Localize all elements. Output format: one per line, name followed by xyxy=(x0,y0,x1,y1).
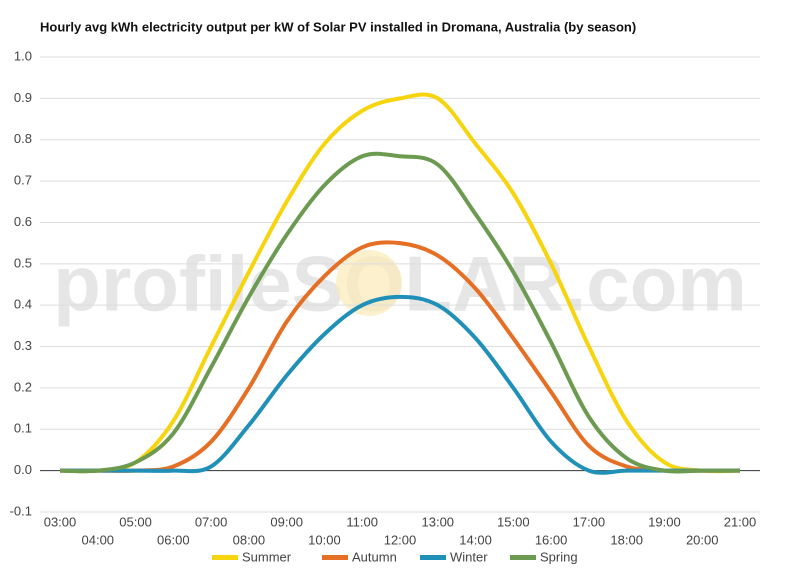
legend-swatch xyxy=(420,555,446,560)
series-line xyxy=(59,294,740,475)
legend-label: Summer xyxy=(242,549,292,564)
legend-swatch xyxy=(510,555,536,560)
x-tick-label: 06:00 xyxy=(157,532,190,547)
series-line xyxy=(59,240,740,473)
legend-swatch xyxy=(212,555,238,560)
x-tick-label: 04:00 xyxy=(82,532,115,547)
y-tick-label: 0.0 xyxy=(14,462,32,477)
y-tick-label: 0.4 xyxy=(14,297,32,312)
legend-swatch xyxy=(322,555,348,560)
y-tick-label: -0.1 xyxy=(10,503,32,518)
x-tick-label: 21:00 xyxy=(724,514,757,529)
y-tick-label: 0.1 xyxy=(14,421,32,436)
x-tick-label: 13:00 xyxy=(422,514,455,529)
x-tick-label: 11:00 xyxy=(346,514,378,529)
x-tick-label: 20:00 xyxy=(686,532,719,547)
series-line xyxy=(59,92,741,474)
x-tick-label: 16:00 xyxy=(535,532,568,547)
x-tick-label: 07:00 xyxy=(195,514,228,529)
x-tick-label: 18:00 xyxy=(610,532,643,547)
watermark-sun xyxy=(336,250,402,316)
x-tick-label: 19:00 xyxy=(648,514,681,529)
y-tick-label: 0.7 xyxy=(14,173,32,188)
y-tick-label: 0.2 xyxy=(14,379,32,394)
x-tick-label: 12:00 xyxy=(384,532,417,547)
legend-label: Winter xyxy=(450,549,488,564)
x-tick-label: 08:00 xyxy=(233,532,266,547)
x-tick-label: 05:00 xyxy=(119,514,152,529)
series-line xyxy=(59,151,740,474)
legend-label: Autumn xyxy=(352,549,397,564)
x-tick-label: 14:00 xyxy=(459,532,492,547)
y-tick-label: 0.3 xyxy=(14,338,32,353)
y-tick-label: 0.5 xyxy=(14,255,32,270)
y-tick-label: 1.0 xyxy=(14,48,32,63)
chart-title: Hourly avg kWh electricity output per kW… xyxy=(40,19,636,34)
x-tick-label: 10:00 xyxy=(308,532,341,547)
legend-label: Spring xyxy=(540,549,578,564)
y-tick-label: 0.9 xyxy=(14,90,32,105)
y-tick-label: 0.8 xyxy=(14,131,32,146)
x-tick-label: 17:00 xyxy=(573,514,606,529)
x-tick-label: 03:00 xyxy=(44,514,77,529)
x-tick-label: 15:00 xyxy=(497,514,530,529)
x-tick-label: 09:00 xyxy=(270,514,303,529)
y-tick-label: 0.6 xyxy=(14,214,32,229)
